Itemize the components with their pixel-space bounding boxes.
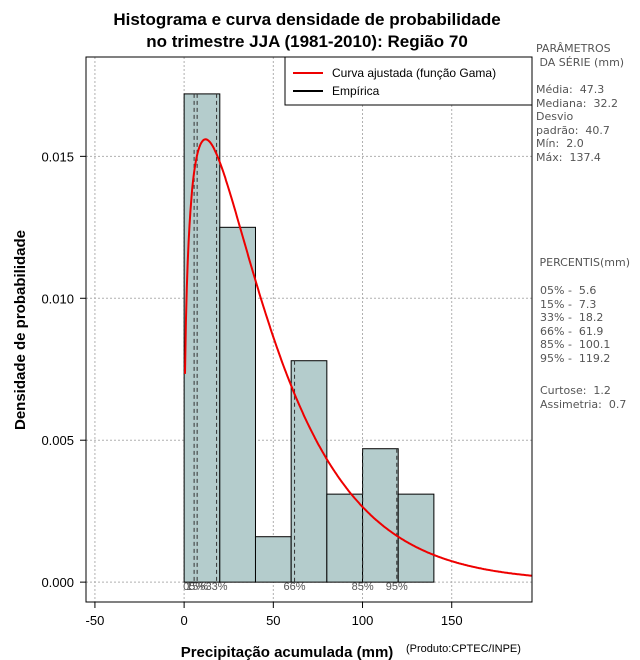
histogram-bar-3 [290,360,328,583]
x-tick-label-2: 50 [266,613,280,628]
y-axis-label: Densidade de probabilidade [12,230,29,430]
y-tick-label-2: 0.010 [41,291,74,306]
histogram-bar-0 [183,93,221,583]
percentile-label-5: 95% [386,581,408,593]
y-tick-label-0: 0.000 [41,575,74,590]
percentile-label-3: 66% [284,581,306,593]
legend-box [284,56,533,106]
x-axis-label: Precipitação acumulada (mm) [181,644,394,660]
y-tick-label-3: 0.015 [41,149,74,164]
legend-label-empirical: Empírica [332,84,380,98]
legend-label-fit: Curva ajustada (função Gama) [332,66,496,80]
histogram-bar-1 [219,226,256,583]
histogram-bar-4 [326,493,364,583]
percentiles-heading: PERCENTIS(mm) [536,256,630,269]
credit-label: (Produto:CPTEC/INPE) [406,643,521,655]
percentile-lines: 05%15%33% 66% 85% 95% [183,93,408,593]
shape-stats: Curtose: 1.2 Assimetria: 0.7 [540,384,627,411]
x-tick-label-4: 150 [441,613,463,628]
x-tick-label-3: 100 [352,613,374,628]
histogram-bar-2 [254,536,292,583]
params-heading: PARÂMETROS DA SÉRIE (mm) [536,42,625,69]
y-tick-label-1: 0.005 [41,433,74,448]
chart-title-line-2: no trimestre JJA (1981-2010): Região 70 [146,32,468,51]
x-tick-label-0: -50 [86,613,105,628]
percentile-label-1: 15% [186,581,208,593]
percentile-label-0: 05% [183,581,205,593]
percentile-label-4: 85% [352,581,374,593]
chart-title-line-1: Histograma e curva densidade de probabil… [113,10,500,29]
gamma-curve [184,138,533,577]
params-values: Média: 47.3 Mediana: 32.2 Desvio padrão:… [536,83,618,164]
histogram-bar-5 [362,448,399,583]
percentiles-values: 05% - 5.6 15% - 7.3 33% - 18.2 66% - 61.… [540,284,611,365]
y-axis-ticks: 0.000 0.005 0.010 0.015 [41,149,86,590]
x-tick-label-1: 0 [181,613,188,628]
percentile-label-2: 33% [206,581,228,593]
legend: Curva ajustada (função Gama) Empírica [284,56,533,106]
x-axis-ticks: -50 0 50 100 150 [86,602,463,628]
histogram-bar-6 [397,493,435,583]
histogram-bars [183,93,435,583]
